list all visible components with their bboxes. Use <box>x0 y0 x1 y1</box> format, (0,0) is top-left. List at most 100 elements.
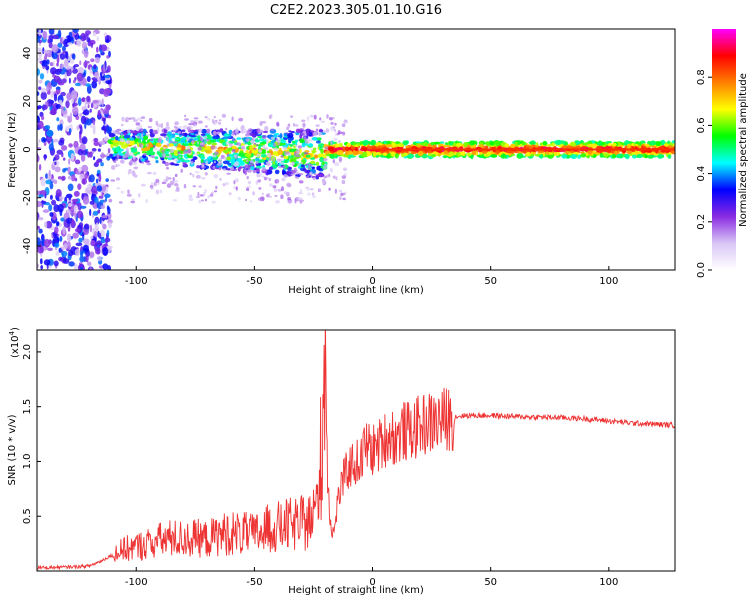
spectrogram-cell <box>261 175 265 178</box>
spectrogram-cell <box>49 110 57 116</box>
spectrogram-cell <box>116 187 121 190</box>
spectrogram-cell <box>261 192 265 196</box>
spectrogram-cell <box>66 241 71 250</box>
spectrogram-cell <box>224 156 227 161</box>
spectrogram-cell <box>344 146 350 152</box>
spectrogram-cell <box>333 128 337 132</box>
spectrogram-cell <box>247 180 252 185</box>
spectrogram-cell <box>112 147 116 151</box>
spectrogram-cell <box>92 210 99 216</box>
spectrogram-cell <box>39 73 45 80</box>
spectrogram-cell <box>253 148 257 151</box>
spectrogram-cell <box>490 154 498 158</box>
spectrogram-cell <box>280 154 284 158</box>
spectrogram-cell <box>258 149 262 153</box>
spectrogram-cell <box>38 217 44 221</box>
spectrogram-cell <box>125 139 131 145</box>
spectrogram-cell <box>206 128 211 134</box>
spectrogram-cell <box>538 155 543 159</box>
spectrogram-cell <box>84 98 87 108</box>
spectrogram-cell <box>205 160 209 166</box>
spectrogram-cell <box>96 246 101 255</box>
spectrogram-cell <box>305 154 311 158</box>
spectrogram-cell <box>67 183 74 192</box>
spectrogram-cell <box>132 161 138 166</box>
spectrogram-cell <box>194 123 197 128</box>
spectrogram-cell <box>219 177 222 181</box>
spectrogram-cell <box>313 131 318 137</box>
spectrogram-cell <box>103 74 111 79</box>
spectrogram-cell <box>129 151 134 157</box>
spectrogram-cell <box>38 86 42 91</box>
spectrogram-cell <box>46 59 50 65</box>
spectrogram-cell <box>368 145 372 150</box>
snr-x-ticks: -100 -50 0 50 100 <box>125 567 618 588</box>
spectrogram-cell <box>334 188 337 194</box>
spectrogram-cell <box>214 146 217 150</box>
spectrogram-cell <box>307 166 311 170</box>
spectrogram-cell <box>265 161 271 165</box>
spectrogram-cell <box>315 128 319 132</box>
spectrogram-cell <box>69 36 74 41</box>
spectrogram-cell <box>269 183 273 187</box>
spectrogram-cell <box>212 165 216 169</box>
spectrogram-cell <box>396 144 400 147</box>
spectrogram-cell <box>276 121 280 127</box>
spectrogram-cell <box>225 127 228 131</box>
spectrogram-cell <box>87 261 92 267</box>
spectrogram-cell <box>255 180 259 185</box>
spectrogram-cell <box>272 143 277 147</box>
spectrogram-cell <box>213 160 216 164</box>
spectrogram-cell <box>81 41 88 50</box>
spectrogram-cell <box>283 174 289 179</box>
spectrogram-cell <box>192 185 196 188</box>
spectrogram-cell <box>62 225 66 235</box>
spectrogram-cell <box>44 154 47 161</box>
spectrogram-cell <box>180 168 183 173</box>
spectrogram-cell <box>173 163 180 166</box>
spectrogram-cell <box>204 147 211 150</box>
spectrogram-cell <box>177 143 181 148</box>
spectrogram-cell <box>266 152 272 158</box>
spectrogram-cell <box>50 90 54 99</box>
spectrogram-cell <box>289 162 295 166</box>
spectrogram-cell <box>66 209 71 214</box>
spectrogram-cell <box>304 163 309 166</box>
spectrogram-cell <box>141 144 144 149</box>
spectrogram-cell <box>647 154 654 159</box>
spectrogram-cell <box>53 204 60 213</box>
spectrogram-cell <box>170 162 175 166</box>
spectrogram-cell <box>161 158 165 161</box>
spectrogram-cell <box>193 117 199 120</box>
spectrogram-cell <box>115 135 119 141</box>
spectrogram-cell <box>249 160 254 164</box>
spectrogram-cell <box>620 142 626 145</box>
spectrogram-cell <box>302 125 305 129</box>
spectrogram-cell <box>101 98 104 107</box>
spectrogram-cell <box>268 144 274 148</box>
spectrogram-cell <box>307 192 311 196</box>
spectrogram-cell <box>341 123 346 128</box>
spectrogram-cell <box>605 141 610 144</box>
spectrogram-cell <box>342 197 346 201</box>
spectrogram-cell <box>184 118 189 121</box>
spectrogram-cell <box>96 46 99 53</box>
spectrogram-cell <box>478 149 483 153</box>
spectrogram-cell <box>206 134 212 140</box>
spectrogram-cell <box>212 135 219 140</box>
spectrogram-cell <box>84 122 87 129</box>
spectrogram-cell <box>570 141 576 147</box>
spectrogram-cell <box>190 120 195 124</box>
snr-y-scale-close: ) <box>10 327 21 331</box>
spectrogram-cell <box>166 121 169 127</box>
spectrogram-cell <box>169 148 175 154</box>
spectrogram-cell <box>168 134 176 139</box>
spectrogram-cell <box>263 144 266 149</box>
spectrogram-cell <box>56 117 60 122</box>
spectrogram-cell <box>49 212 54 217</box>
spectrogram-cell <box>203 135 208 139</box>
spectrogram-cell <box>54 161 57 166</box>
spectrogram-cell <box>657 154 664 159</box>
spectrogram-cell <box>92 126 96 135</box>
spectrogram-cell <box>324 146 329 150</box>
